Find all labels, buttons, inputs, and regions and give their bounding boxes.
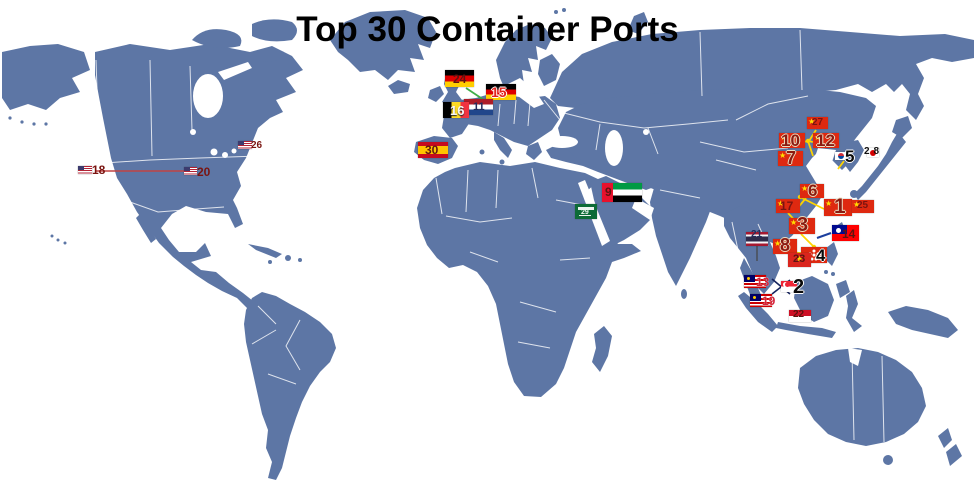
rank-number: 15	[491, 84, 507, 100]
leader-line	[807, 140, 814, 157]
united-states-flag-icon	[184, 167, 197, 175]
sulawesi	[846, 290, 862, 332]
rank-number: 5	[845, 147, 855, 166]
leader-line	[799, 196, 825, 210]
rank-number: 24	[453, 72, 467, 86]
map-title: Top 30 Container Ports	[296, 10, 679, 49]
south-korea-flag-icon	[835, 152, 846, 160]
rank-number: 9	[605, 185, 612, 199]
rank-number: 13	[756, 275, 770, 289]
rank-number: 12	[816, 131, 835, 150]
thailand-flag-icon	[746, 232, 768, 246]
malaysia-flag-icon	[744, 275, 766, 288]
netherlands-flag-icon	[464, 99, 493, 115]
indochina	[724, 206, 788, 294]
rank-number: 14	[842, 227, 856, 241]
country-borders	[95, 29, 885, 443]
rank-number: 23	[793, 253, 806, 265]
malaysia-flag-icon	[750, 294, 772, 307]
united-arab-emirates-flag-icon	[602, 183, 642, 202]
junction-dot	[805, 138, 811, 144]
korea	[844, 140, 864, 172]
new-zealand	[938, 428, 952, 448]
rank-number: 27	[812, 117, 824, 128]
rank-number: 6	[808, 181, 818, 200]
greenland	[330, 10, 436, 80]
alaska	[2, 44, 90, 110]
china-flag-icon	[813, 133, 839, 148]
rank-number: 8	[780, 235, 791, 255]
rank-number: 30	[425, 143, 439, 157]
china-flag-icon	[779, 133, 805, 148]
china-flag-icon	[824, 199, 852, 216]
italy	[494, 132, 512, 158]
vietnam-flag-icon	[788, 253, 811, 267]
philippines	[824, 242, 838, 266]
leader-line	[837, 160, 845, 170]
germany-flag-icon	[445, 70, 474, 87]
rank-number: 21	[751, 229, 763, 240]
japan	[854, 132, 906, 200]
sumatra	[738, 292, 778, 332]
rank-number: 3	[797, 214, 809, 236]
rank-number: 20	[197, 165, 211, 179]
water-bodies	[190, 62, 862, 366]
rank-number: 25	[857, 200, 869, 211]
rank-number: 29	[581, 209, 589, 216]
china-flag-icon	[778, 151, 803, 166]
china-flag-icon	[807, 117, 828, 129]
china-flag-icon	[773, 239, 797, 254]
new-guinea	[888, 306, 958, 338]
united-states-flag-icon	[78, 166, 92, 174]
rank-number: 28	[864, 146, 884, 157]
australia	[798, 348, 926, 446]
rank-number: 16	[450, 103, 465, 118]
rank-number: 19	[762, 294, 776, 308]
rank-number: 22	[793, 309, 805, 320]
belgium-flag-icon	[443, 102, 469, 118]
spain-flag-icon	[418, 142, 448, 158]
singapore-flag-icon	[781, 281, 797, 292]
greece	[526, 142, 542, 160]
china-flag-icon	[789, 218, 815, 234]
germany-flag-icon	[486, 84, 516, 100]
india	[650, 180, 712, 286]
rank-number: 26	[251, 140, 263, 151]
rank-number: 17	[780, 199, 794, 213]
saudi-arabia-flag-icon	[575, 204, 597, 219]
indonesia-flag-icon	[789, 310, 811, 322]
rank-number: 2	[793, 276, 805, 298]
rank-number: 7	[786, 148, 797, 168]
north-america	[95, 44, 303, 311]
united-states-flag-icon	[238, 141, 252, 149]
leader-line	[816, 232, 832, 239]
china-flag-icon	[800, 184, 824, 198]
rank-number: 10	[781, 131, 800, 150]
japan-flag-icon	[867, 148, 879, 157]
rank-number: 11	[473, 101, 485, 113]
china-flag-icon	[776, 199, 800, 213]
scandinavia	[496, 24, 552, 96]
taiwan-flag-icon	[832, 225, 859, 241]
china-flag-icon	[852, 200, 874, 213]
rank-number: 1	[834, 195, 846, 218]
rank-number: 18	[92, 163, 106, 177]
south-america	[244, 292, 336, 480]
java	[776, 322, 836, 338]
rank-number: 4	[816, 246, 826, 265]
leader-line	[800, 233, 815, 248]
madagascar	[592, 326, 612, 372]
